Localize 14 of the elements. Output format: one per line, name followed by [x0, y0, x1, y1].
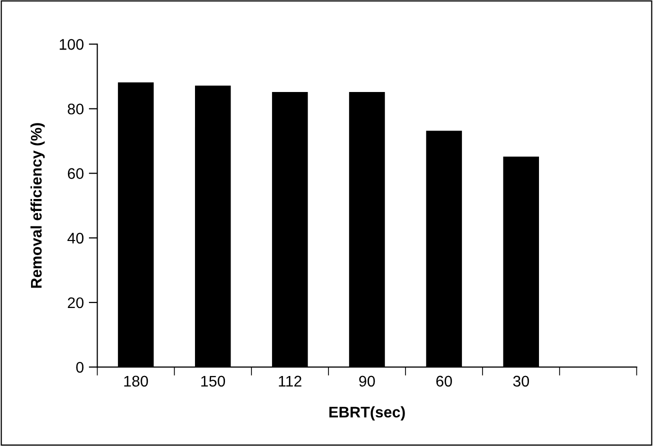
- y-tick-label: 60: [68, 168, 84, 179]
- x-axis-title: EBRT(sec): [329, 406, 405, 421]
- x-tick-label: 150: [201, 376, 226, 387]
- y-tick-label: 100: [60, 39, 84, 50]
- x-tick-label: 60: [436, 376, 452, 387]
- y-tick-label: 40: [67, 232, 84, 244]
- x-tick-label: 30: [513, 376, 529, 387]
- y-tick-label: 0: [76, 362, 84, 373]
- x-tick-label: 112: [278, 376, 302, 386]
- y-tick-label: 80: [68, 104, 84, 114]
- x-tick-label: 180: [124, 376, 148, 387]
- x-tick-label: 90: [359, 376, 375, 387]
- y-axis-title: Removal efficiency (%): [30, 123, 45, 288]
- y-tick-label: 20: [68, 297, 84, 308]
